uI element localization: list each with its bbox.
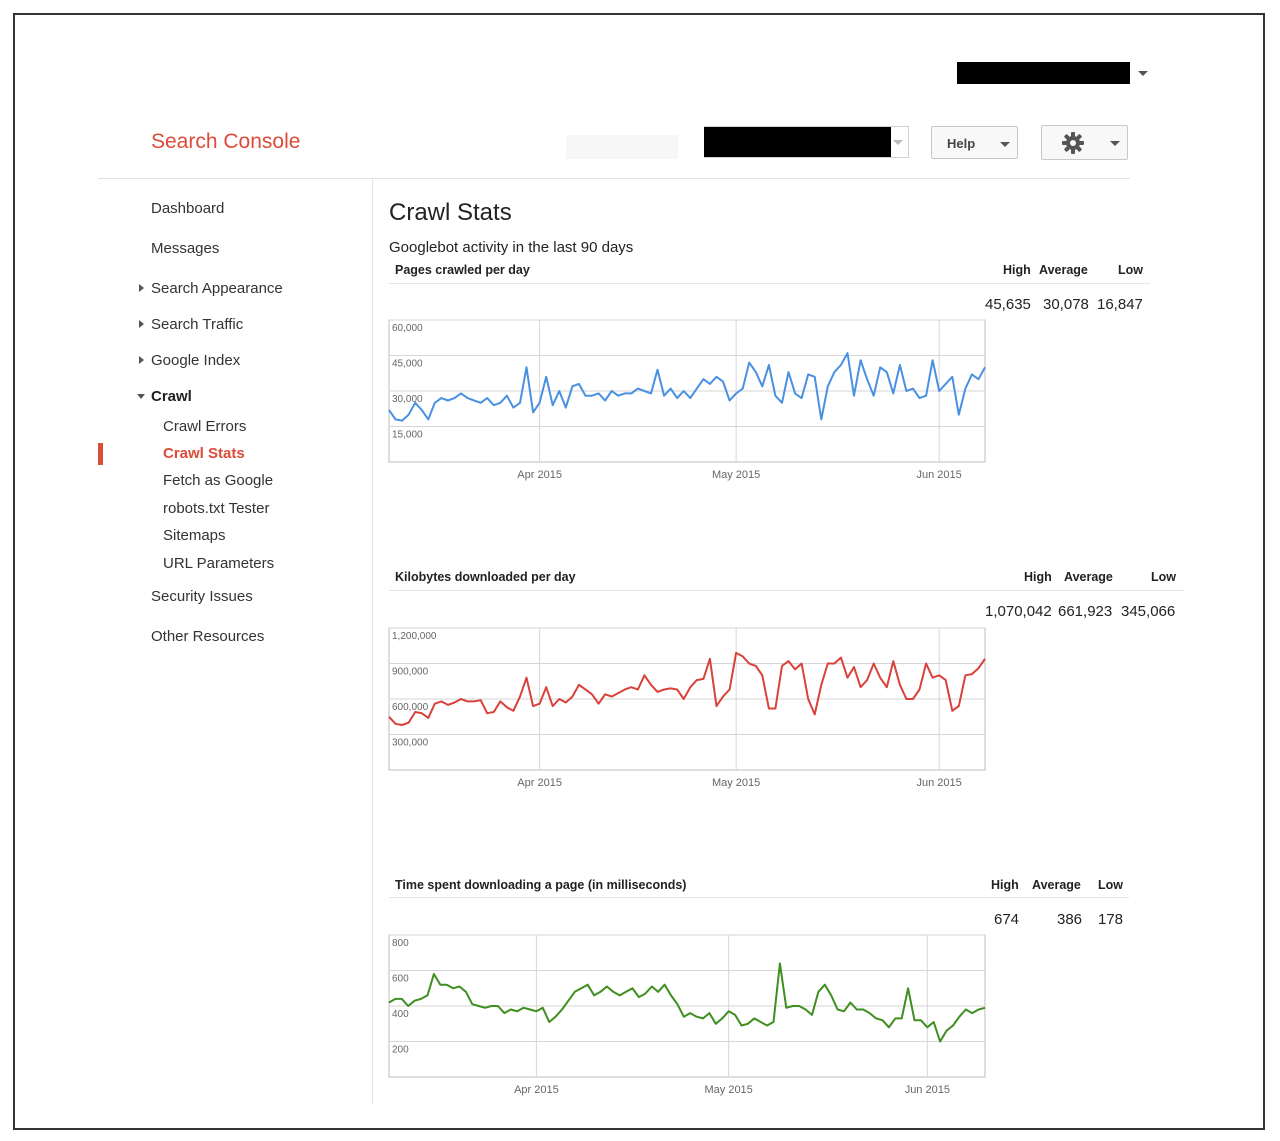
y-tick-label: 600,000 bbox=[392, 702, 429, 713]
stat-header-high: High bbox=[1003, 263, 1031, 277]
site-url-redacted bbox=[704, 127, 891, 157]
chart-title-pages-crawled: Pages crawled per day bbox=[395, 263, 530, 277]
stat-value-low: 16,847 bbox=[1097, 296, 1143, 313]
sidebar-item-search-traffic[interactable]: Search Traffic bbox=[151, 316, 244, 333]
stat-value-high: 674 bbox=[994, 911, 1020, 928]
chart-title-kilobytes: Kilobytes downloaded per day bbox=[395, 570, 576, 584]
expand-right-icon[interactable] bbox=[139, 284, 144, 292]
time-spent-chart: 800 600 400 200 Apr 2015 May 2015 Jun 2015 bbox=[388, 934, 986, 1096]
page-title: Crawl Stats bbox=[389, 199, 512, 226]
site-search-placeholder bbox=[566, 135, 678, 159]
stat-header-low: Low bbox=[1098, 878, 1123, 892]
sidebar-item-url-parameters[interactable]: URL Parameters bbox=[163, 555, 275, 572]
sidebar-item-robots-txt-tester[interactable]: robots.txt Tester bbox=[163, 500, 270, 517]
x-tick-label: May 2015 bbox=[712, 469, 760, 481]
header-divider bbox=[98, 178, 1130, 179]
sidebar-item-dashboard[interactable]: Dashboard bbox=[151, 200, 225, 217]
help-chevron-down-icon bbox=[1000, 142, 1010, 147]
expand-right-icon[interactable] bbox=[139, 356, 144, 364]
sidebar-item-crawl[interactable]: Crawl bbox=[151, 388, 192, 405]
stat-value-high: 1,070,042 bbox=[985, 603, 1052, 620]
y-tick-label: 15,000 bbox=[392, 430, 423, 441]
stat-header-average: Average bbox=[1039, 263, 1088, 277]
stat-value-low: 178 bbox=[1098, 911, 1124, 928]
sidebar-item-security-issues[interactable]: Security Issues bbox=[151, 588, 253, 605]
stat-value-average: 30,078 bbox=[1043, 296, 1089, 313]
y-tick-label: 1,200,000 bbox=[392, 631, 437, 642]
account-name-redacted[interactable] bbox=[957, 62, 1130, 84]
chart-header-rule bbox=[389, 590, 1184, 591]
stat-value-average: 661,923 bbox=[1058, 603, 1113, 620]
x-tick-label: Jun 2015 bbox=[917, 469, 962, 481]
sidebar-item-fetch-as-google[interactable]: Fetch as Google bbox=[163, 472, 274, 489]
stat-value-high: 45,635 bbox=[985, 296, 1031, 313]
x-tick-label: Apr 2015 bbox=[514, 1084, 559, 1096]
active-item-marker bbox=[98, 443, 103, 465]
stat-header-high: High bbox=[1024, 570, 1052, 584]
expand-right-icon[interactable] bbox=[139, 320, 144, 328]
sidebar-item-crawl-stats[interactable]: Crawl Stats bbox=[163, 445, 245, 462]
account-chevron-down-icon[interactable] bbox=[1138, 71, 1148, 76]
y-tick-label: 200 bbox=[392, 1045, 409, 1056]
x-tick-label: May 2015 bbox=[704, 1084, 752, 1096]
x-tick-label: Jun 2015 bbox=[905, 1084, 950, 1096]
sidebar-item-messages[interactable]: Messages bbox=[151, 240, 220, 257]
page-subtitle: Googlebot activity in the last 90 days bbox=[389, 239, 634, 256]
help-button-label: Help bbox=[947, 136, 976, 151]
y-tick-label: 600 bbox=[392, 974, 409, 985]
stat-value-average: 386 bbox=[1057, 911, 1083, 928]
settings-chevron-down-icon bbox=[1110, 141, 1120, 146]
y-tick-label: 30,000 bbox=[392, 394, 423, 405]
kilobytes-chart: 1,200,000 900,000 600,000 300,000 Apr 2015 Ma… bbox=[388, 627, 986, 789]
sidebar-item-other-resources[interactable]: Other Resources bbox=[151, 628, 265, 645]
settings-button[interactable] bbox=[1041, 125, 1128, 160]
series-line bbox=[388, 352, 986, 422]
brand-logo[interactable]: Search Console bbox=[151, 130, 301, 153]
y-tick-label: 60,000 bbox=[392, 323, 423, 334]
y-tick-label: 45,000 bbox=[392, 359, 423, 370]
stat-header-average: Average bbox=[1064, 570, 1113, 584]
sidebar-item-google-index[interactable]: Google Index bbox=[151, 352, 241, 369]
y-tick-label: 300,000 bbox=[392, 738, 429, 749]
site-chevron-down-icon bbox=[893, 140, 903, 145]
pages-crawled-chart: 60,000 45,000 30,000 15,000 Apr 2015 May 2015… bbox=[388, 319, 986, 481]
stat-header-average: Average bbox=[1032, 878, 1081, 892]
collapse-down-icon[interactable] bbox=[137, 394, 145, 399]
x-tick-label: Apr 2015 bbox=[517, 777, 562, 789]
stat-header-low: Low bbox=[1151, 570, 1176, 584]
chart-header-rule bbox=[389, 283, 1150, 284]
x-tick-label: May 2015 bbox=[712, 777, 760, 789]
sidebar-item-sitemaps[interactable]: Sitemaps bbox=[163, 527, 226, 544]
sidebar-item-search-appearance[interactable]: Search Appearance bbox=[151, 280, 283, 297]
chart-title-time-spent: Time spent downloading a page (in millis… bbox=[395, 878, 687, 892]
y-tick-label: 900,000 bbox=[392, 667, 429, 678]
stat-header-low: Low bbox=[1118, 263, 1143, 277]
x-tick-label: Apr 2015 bbox=[517, 469, 562, 481]
stat-header-high: High bbox=[991, 878, 1019, 892]
gear-icon bbox=[1062, 132, 1084, 154]
sidebar-item-crawl-errors[interactable]: Crawl Errors bbox=[163, 418, 247, 435]
x-tick-label: Jun 2015 bbox=[917, 777, 962, 789]
sidebar-divider bbox=[372, 179, 373, 1104]
stat-value-low: 345,066 bbox=[1121, 603, 1176, 620]
y-tick-label: 800 bbox=[392, 938, 409, 949]
series-line bbox=[388, 962, 986, 1043]
y-tick-label: 400 bbox=[392, 1009, 409, 1020]
screenshot-frame bbox=[13, 13, 1265, 1130]
series-line bbox=[388, 651, 986, 726]
chart-header-rule bbox=[389, 897, 1129, 898]
help-button[interactable]: Help bbox=[931, 126, 1018, 159]
